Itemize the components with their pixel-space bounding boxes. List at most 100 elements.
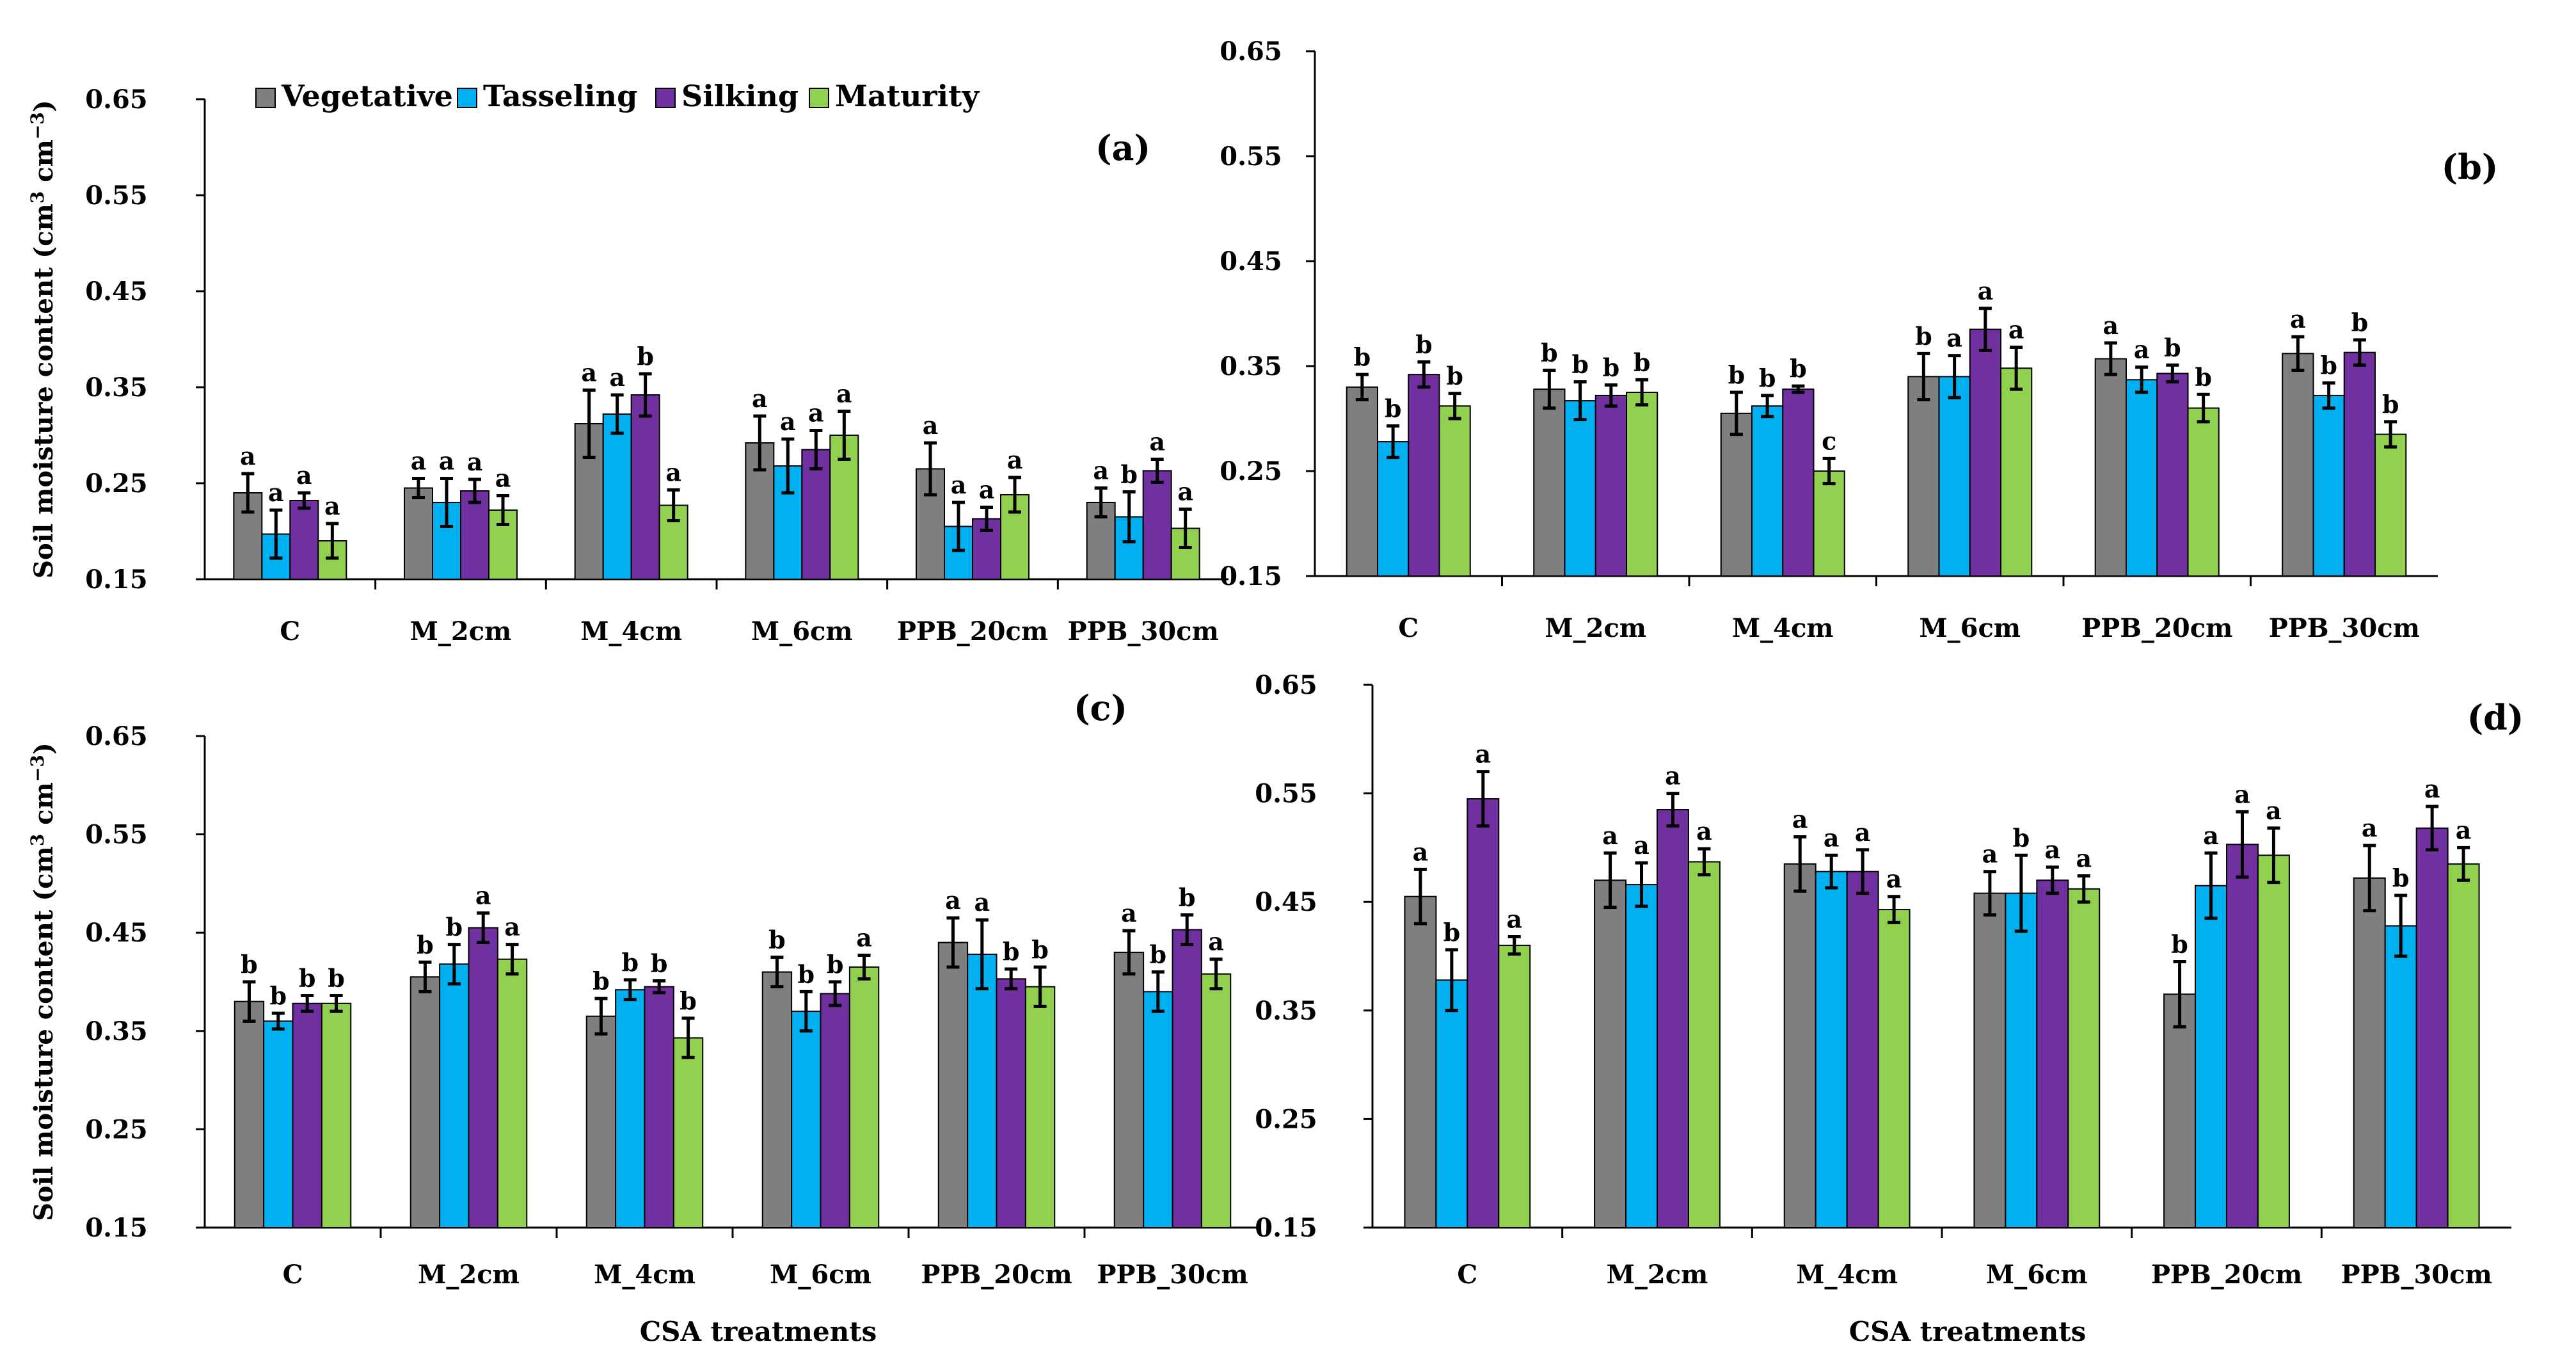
significance-label: a — [1602, 821, 1618, 850]
significance-label: b — [1415, 330, 1433, 358]
category-label: M_4cm — [1796, 1260, 1898, 1290]
bar-silking — [820, 993, 850, 1228]
bar-tasseling — [2312, 394, 2345, 577]
y-axis-label-part: Soil moisture content (cm — [29, 846, 59, 1221]
bar-vegetative — [2282, 353, 2314, 577]
bar-maturity — [2447, 863, 2480, 1228]
significance-label: b — [1150, 940, 1167, 969]
significance-label: a — [1634, 831, 1650, 860]
significance-label: b — [651, 949, 668, 977]
bar-tasseling — [263, 1020, 294, 1228]
bar-maturity — [1200, 973, 1232, 1229]
category-label: M_6cm — [751, 616, 853, 646]
y-axis-label-part: cm — [29, 782, 59, 834]
category-label: M_4cm — [1732, 613, 1834, 643]
significance-label: a — [1982, 840, 1998, 869]
y-tick-label: 0.25 — [85, 1114, 147, 1144]
bar-vegetative — [937, 941, 969, 1229]
bar-vegetative — [2094, 358, 2127, 577]
significance-label: a — [475, 881, 491, 909]
bar-tasseling — [1114, 516, 1144, 580]
significance-label: b — [2195, 362, 2212, 391]
bar-silking — [2036, 879, 2069, 1228]
bar-silking — [292, 1002, 322, 1228]
significance-label: a — [609, 363, 625, 392]
bar-tasseling — [1751, 405, 1784, 577]
bar-tasseling — [2005, 892, 2038, 1228]
category-label: C — [1398, 613, 1419, 643]
significance-label: b — [1443, 918, 1461, 947]
legend-swatch-vegetative — [255, 88, 276, 108]
bar-maturity — [848, 966, 880, 1228]
category-label: M_2cm — [418, 1260, 520, 1290]
significance-label: a — [439, 447, 455, 476]
bar-vegetative — [409, 976, 441, 1228]
bar-maturity — [672, 1037, 704, 1228]
significance-label: b — [1179, 883, 1196, 912]
bar-tasseling — [1938, 376, 1971, 577]
significance-label: b — [299, 964, 316, 993]
significance-label: a — [324, 492, 340, 520]
legend-label-silking: Silking — [681, 79, 799, 113]
legend-swatch-maturity — [809, 88, 829, 108]
bar-vegetative — [1533, 389, 1566, 577]
category-label: M_2cm — [1545, 613, 1646, 643]
significance-label: b — [270, 981, 287, 1010]
bar-vegetative — [1783, 863, 1817, 1228]
y-tick-label: 0.45 — [1220, 246, 1282, 276]
y-tick-label: 0.55 — [1220, 141, 1282, 172]
y-tick-label: 0.35 — [1220, 351, 1282, 381]
bar-silking — [468, 927, 498, 1229]
bar-vegetative — [1907, 376, 1940, 577]
y-tick-label: 0.55 — [85, 180, 147, 211]
bar-maturity — [1024, 986, 1056, 1229]
legend-label-vegetative: Vegetative — [281, 79, 453, 113]
y-axis-label-part: cm — [29, 140, 59, 191]
bar-silking — [1969, 328, 2002, 577]
significance-label: b — [1728, 360, 1745, 389]
bar-tasseling — [2195, 885, 2228, 1228]
y-tick-label: 0.35 — [85, 373, 147, 403]
bar-silking — [1408, 374, 1440, 577]
significance-label: a — [979, 476, 995, 504]
significance-label: b — [592, 966, 610, 995]
category-label: M_4cm — [580, 616, 682, 646]
significance-label: a — [2008, 315, 2024, 344]
panel-label: (a) — [1095, 127, 1150, 168]
bar-tasseling — [1143, 991, 1173, 1228]
bar-maturity — [1687, 861, 1721, 1228]
bar-tasseling — [439, 963, 470, 1229]
significance-label: a — [1886, 865, 1902, 893]
significance-label: a — [495, 464, 511, 493]
bar-vegetative — [1346, 386, 1378, 577]
significance-label: b — [2013, 823, 2030, 852]
y-tick-label: 0.35 — [1255, 996, 1317, 1026]
panel-label: (c) — [1074, 687, 1127, 728]
bar-silking — [289, 500, 319, 580]
significance-label: b — [827, 950, 844, 979]
category-label: C — [1457, 1260, 1477, 1290]
significance-label: a — [951, 470, 967, 499]
bar-maturity — [321, 1002, 352, 1228]
bar-tasseling — [615, 989, 646, 1228]
significance-label: a — [240, 442, 256, 470]
bar-vegetative — [404, 487, 433, 580]
significance-label: a — [780, 407, 796, 436]
significance-label: b — [1571, 350, 1589, 379]
significance-label: b — [768, 925, 786, 954]
significance-label: a — [1946, 324, 1962, 353]
y-tick-label: 0.15 — [85, 1213, 147, 1243]
bar-tasseling — [2125, 379, 2158, 577]
category-label: PPB_20cm — [2081, 613, 2232, 643]
significance-label: b — [637, 342, 654, 371]
significance-label: a — [752, 384, 768, 413]
y-tick-label: 0.15 — [1220, 561, 1282, 591]
significance-label: a — [581, 358, 597, 387]
significance-label: a — [1177, 477, 1193, 506]
significance-label: a — [2266, 796, 2282, 825]
bar-silking — [644, 986, 674, 1229]
y-tick-label: 0.65 — [1220, 36, 1282, 67]
y-tick-label: 0.55 — [85, 820, 147, 850]
